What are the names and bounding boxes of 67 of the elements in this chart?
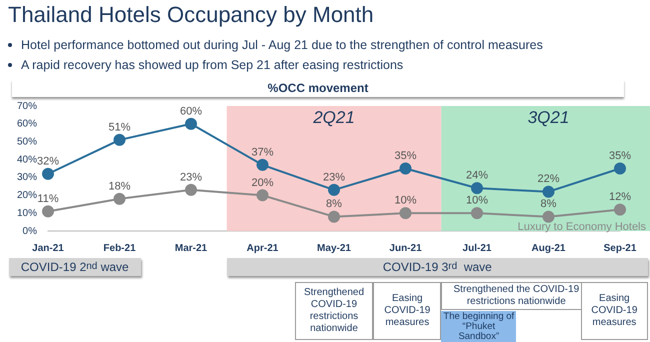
chart-subtitle: %OCC movement <box>12 80 624 97</box>
data-label: 11% <box>37 192 59 205</box>
data-label: 10% <box>466 194 488 207</box>
point <box>256 189 269 202</box>
y-tick-label: 40% <box>17 154 38 166</box>
x-tick-label: May-21 <box>317 242 352 254</box>
data-label: 20% <box>251 176 274 189</box>
point <box>328 184 340 196</box>
data-label: 32% <box>37 155 60 168</box>
point <box>256 158 269 171</box>
x-tick-label: Jan-21 <box>32 242 64 254</box>
data-label: 60% <box>180 105 202 118</box>
point <box>328 210 340 223</box>
y-tick-label: 70% <box>17 100 38 112</box>
data-label: 23% <box>180 171 202 184</box>
y-tick-label: 50% <box>17 136 38 148</box>
point <box>614 204 626 216</box>
x-tick-label: Sep-21 <box>604 242 637 254</box>
point <box>471 182 484 194</box>
text: Easing COVID-19 measures <box>580 282 648 340</box>
point <box>542 186 554 198</box>
text: A rapid recovery has showed up from Sep 21 after easing restrictions <box>21 58 404 72</box>
x-tick-label: Apr-21 <box>246 242 279 254</box>
data-label: 24% <box>466 170 488 182</box>
y-tick-label: 30% <box>17 172 38 184</box>
text: Easing COVID-19 measures <box>373 282 442 340</box>
x-tick-label: Jul-21 <box>462 242 492 254</box>
point <box>471 207 484 220</box>
point <box>42 168 54 180</box>
data-label: 10% <box>394 194 417 207</box>
series-label: Luxury to Economy Hotels <box>518 221 646 234</box>
data-label: 51% <box>108 121 131 134</box>
y-tick-label: 0% <box>22 226 38 237</box>
data-label: 8% <box>540 198 557 210</box>
point <box>185 184 198 196</box>
text: The beginning of “Phuket Sandbox” <box>441 310 516 342</box>
text: COVID-19 2$^{nd}$ wave <box>8 258 141 276</box>
text: COVID-19 3$^{rd}$ wave <box>226 258 648 276</box>
point <box>114 134 126 146</box>
text: Hotel performance bottomed out during Jul - Aug 21 due to the strengthen of control measures <box>21 38 543 52</box>
point <box>42 205 54 218</box>
y-tick-label: 60% <box>17 118 38 130</box>
chart-title: Thailand Hotels Occupancy by Month <box>8 2 374 28</box>
x-tick-label: Feb-21 <box>103 242 136 254</box>
point <box>114 192 126 205</box>
data-label: 22% <box>537 173 560 186</box>
x-tick-label: Aug-21 <box>532 242 566 254</box>
band-label: 2Q21 <box>312 108 355 128</box>
x-tick-label: Jun-21 <box>389 242 422 254</box>
data-label: 23% <box>322 171 346 184</box>
data-label: 35% <box>608 150 632 162</box>
x-tick-label: Mar-21 <box>174 242 208 254</box>
point <box>614 162 626 174</box>
data-label: 18% <box>108 180 131 192</box>
data-label: 12% <box>608 191 632 204</box>
y-tick-label: 10% <box>17 208 38 219</box>
data-label: 8% <box>326 198 342 210</box>
data-label: 35% <box>394 150 417 162</box>
band-label: 3Q21 <box>528 108 570 128</box>
point <box>542 210 554 223</box>
y-tick-label: 20% <box>17 190 38 202</box>
text: Strengthened the COVID-19 restrictions nationwide <box>441 282 592 310</box>
point <box>185 118 198 130</box>
point <box>400 207 412 220</box>
text: Strengthened COVID-19 restrictions nationwide <box>294 282 374 340</box>
data-label: 37% <box>251 146 274 158</box>
point <box>400 162 412 174</box>
